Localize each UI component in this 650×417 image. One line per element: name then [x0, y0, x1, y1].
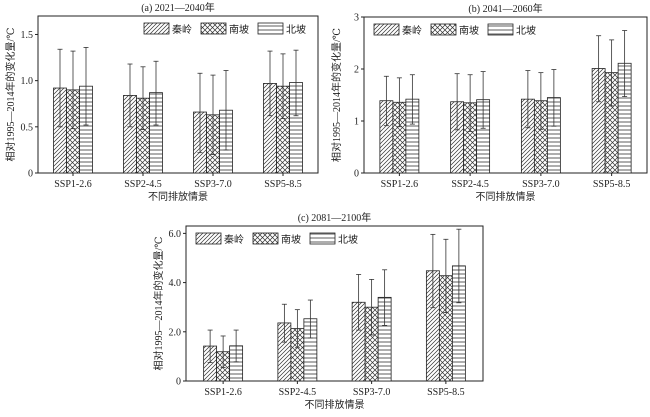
x-tick-label: SSP5-8.5 — [264, 179, 302, 190]
y-axis-label: 相对1995—2014年的变化量/℃ — [152, 237, 165, 371]
x-axis-label: 不同排放情景 — [305, 398, 365, 411]
y-tick-label: 1 — [354, 117, 359, 128]
y-tick-label: 3 — [354, 13, 359, 24]
y-tick-label: 2.0 — [169, 327, 182, 338]
x-tick-label: SSP5-8.5 — [427, 387, 465, 398]
y-tick-label: 0 — [176, 377, 181, 388]
legend-swatch-horizontal — [257, 22, 284, 35]
y-axis-label: 相对1995—2014年的变化量/℃ — [330, 28, 343, 162]
x-tick-label: SSP1-2.6 — [204, 387, 242, 398]
legend-label: 北坡 — [338, 233, 358, 246]
y-tick-label: 1.5 — [21, 30, 34, 41]
x-tick-label: SSP2-4.5 — [451, 179, 489, 190]
y-tick-label: 1.0 — [21, 76, 34, 87]
x-tick-label: SSP1-2.6 — [54, 179, 92, 190]
legend-label: 秦岭 — [402, 24, 422, 37]
legend-label: 南坡 — [229, 23, 249, 36]
legend-label: 南坡 — [281, 233, 301, 246]
y-tick-label: 6.0 — [169, 229, 182, 240]
x-tick-label: SSP2-4.5 — [124, 179, 162, 190]
x-tick-label: SSP1-2.6 — [381, 179, 419, 190]
x-tick-label: SSP3-7.0 — [522, 179, 560, 190]
plot-frame — [37, 15, 319, 174]
plot-frame — [363, 16, 648, 174]
panel-a: (a) 2021—2040年 0 0.5 1.0 1.5 相对1995—2014年的变化量… — [4, 1, 319, 203]
y-axis-label: 相对1995—2014年的变化量/℃ — [4, 28, 17, 162]
x-tick-label: SSP3-7.0 — [194, 179, 232, 190]
legend-label: 北坡 — [516, 24, 536, 37]
y-tick-label: 0 — [354, 169, 359, 180]
plot-frame — [185, 225, 484, 382]
chart-title: (a) 2021—2040年 — [141, 1, 215, 14]
x-tick-label: SSP2-4.5 — [279, 387, 317, 398]
y-tick-label: 4.0 — [169, 278, 182, 289]
legend-swatch-diagonal — [373, 23, 400, 36]
legend-label: 南坡 — [459, 24, 479, 37]
panel-b: (b) 2041—2060年 0 1 2 3 相对1995—2014年的变化量/℃ 不同排放… — [330, 2, 648, 203]
legend-swatch-horizontal — [309, 232, 336, 245]
legend-swatch-diagonal — [143, 22, 170, 35]
legend-swatch-crosshatch — [252, 232, 279, 245]
legend: 秦岭 南坡 北坡 — [143, 22, 306, 36]
panel-c: (c) 2081—2100年 0 2.0 4.0 6.0 相对1995—2014年的变化量… — [152, 211, 484, 411]
legend: 秦岭 南坡 北坡 — [373, 23, 536, 37]
legend-label: 秦岭 — [224, 233, 244, 246]
legend-swatch-horizontal — [487, 23, 514, 36]
legend-swatch-crosshatch — [200, 22, 227, 35]
legend: 秦岭 南坡 北坡 — [195, 232, 358, 246]
x-tick-label: SSP5-8.5 — [593, 179, 631, 190]
y-tick-label: 0.5 — [21, 122, 34, 133]
legend-swatch-diagonal — [195, 232, 222, 245]
legend-label: 北坡 — [286, 23, 306, 36]
legend-label: 秦岭 — [172, 23, 192, 36]
x-tick-label: SSP3-7.0 — [353, 387, 391, 398]
x-axis-label: 不同排放情景 — [148, 190, 208, 203]
chart-title: (b) 2041—2060年 — [468, 2, 542, 15]
legend-swatch-crosshatch — [430, 23, 457, 36]
x-axis-label: 不同排放情景 — [476, 190, 536, 203]
chart-title: (c) 2081—2100年 — [298, 211, 372, 224]
y-tick-label: 0 — [28, 169, 33, 180]
y-tick-label: 2 — [354, 65, 359, 76]
